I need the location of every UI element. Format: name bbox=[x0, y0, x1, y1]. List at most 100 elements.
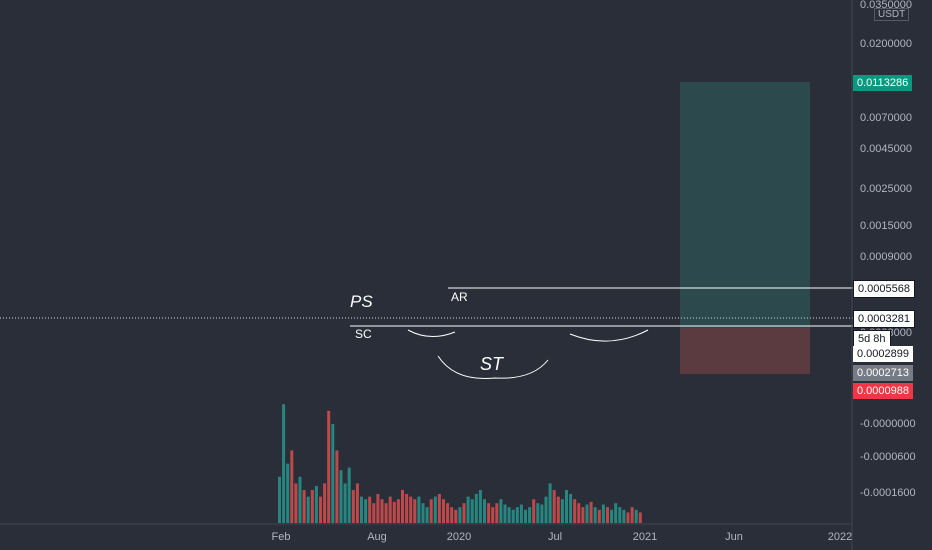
y-tick-2: 0.0070000 bbox=[860, 112, 912, 124]
volume-bar bbox=[413, 499, 417, 523]
volume-bar bbox=[528, 507, 532, 523]
volume-bar bbox=[392, 501, 396, 523]
volume-bars bbox=[278, 404, 642, 523]
volume-bar bbox=[286, 463, 290, 523]
volume-bar bbox=[433, 496, 437, 523]
st-curve bbox=[437, 355, 549, 380]
volume-bar bbox=[536, 503, 540, 523]
y-tick-9: -0.0000600 bbox=[860, 451, 916, 463]
entry-price-label: 0.0002713 bbox=[853, 365, 913, 381]
volume-bar bbox=[429, 499, 433, 523]
annotation-ps: PS bbox=[350, 292, 373, 311]
volume-bar bbox=[302, 490, 306, 523]
volume-bar bbox=[503, 504, 507, 523]
volume-bar bbox=[347, 467, 351, 523]
volume-bar bbox=[601, 504, 605, 523]
volume-bar bbox=[552, 490, 556, 523]
volume-bar bbox=[511, 509, 515, 523]
volume-bar bbox=[577, 503, 581, 523]
volume-bar bbox=[573, 499, 577, 523]
volume-bar bbox=[483, 499, 486, 523]
volume-bar bbox=[593, 507, 597, 523]
volume-bar bbox=[458, 507, 462, 523]
volume-bar bbox=[396, 499, 400, 523]
volume-bar bbox=[355, 483, 359, 523]
volume-bar bbox=[610, 509, 614, 523]
volume-bar bbox=[298, 476, 302, 523]
volume-bar bbox=[409, 496, 413, 523]
y-tick-10: -0.0001600 bbox=[860, 487, 916, 499]
x-tick-4: 2021 bbox=[633, 531, 657, 543]
volume-bar bbox=[331, 424, 335, 523]
volume-bar bbox=[581, 507, 585, 523]
volume-bar bbox=[634, 509, 638, 523]
annotation-ar: AR bbox=[451, 290, 468, 304]
x-tick-2: 2020 bbox=[447, 531, 471, 543]
x-tick-1: Aug bbox=[367, 531, 387, 543]
volume-bar bbox=[360, 496, 363, 523]
stop-price-label: 0.0000988 bbox=[853, 383, 913, 399]
x-tick-0: Feb bbox=[272, 531, 291, 543]
volume-bar bbox=[405, 493, 409, 523]
volume-bar bbox=[388, 496, 392, 523]
volume-bar bbox=[446, 503, 450, 523]
volume-bar bbox=[548, 483, 552, 523]
y-tick-4: 0.0025000 bbox=[860, 183, 912, 195]
volume-bar bbox=[462, 503, 466, 523]
volume-bar bbox=[519, 504, 523, 523]
target-price-label: 0.0113286 bbox=[853, 75, 913, 91]
volume-bar bbox=[294, 483, 298, 523]
volume-bar bbox=[466, 496, 470, 523]
upper-level-label: 0.0005568 bbox=[853, 280, 915, 298]
lower-level-label: 0.0002899 bbox=[853, 346, 913, 362]
volume-bar bbox=[569, 493, 573, 523]
y-tick-8: -0.0000000 bbox=[860, 418, 916, 430]
x-tick-6: 2022 bbox=[828, 531, 852, 543]
volume-bar bbox=[425, 507, 429, 523]
volume-bar bbox=[524, 509, 527, 523]
volume-bar bbox=[327, 410, 331, 523]
volume-bar bbox=[323, 483, 327, 523]
volume-bar bbox=[597, 509, 601, 523]
y-tick-0: 0.0350000 bbox=[860, 0, 912, 11]
volume-bar bbox=[491, 507, 495, 523]
volume-bar bbox=[638, 512, 642, 523]
annotation-sc: SC bbox=[355, 327, 372, 341]
y-tick-5: 0.0015000 bbox=[860, 220, 912, 232]
volume-bar bbox=[368, 496, 372, 523]
volume-bar bbox=[540, 504, 544, 523]
annotation-st: ST bbox=[480, 354, 505, 374]
volume-bar bbox=[495, 503, 499, 523]
volume-bar bbox=[310, 490, 314, 523]
volume-bar bbox=[339, 470, 343, 523]
last-price-label: 0.0003281 bbox=[853, 310, 915, 328]
x-tick-3: Jul bbox=[548, 531, 562, 543]
volume-bar bbox=[454, 509, 458, 523]
volume-bar bbox=[380, 499, 384, 523]
volume-bar bbox=[278, 476, 281, 523]
currency-badge[interactable]: USDT bbox=[874, 8, 910, 21]
volume-bar bbox=[474, 493, 478, 523]
volume-bar bbox=[618, 507, 622, 523]
spring-curve bbox=[569, 329, 649, 342]
y-tick-3: 0.0045000 bbox=[860, 143, 912, 155]
volume-bar bbox=[384, 503, 388, 523]
volume-bar bbox=[478, 490, 482, 523]
volume-bar bbox=[544, 496, 548, 523]
volume-bar bbox=[507, 507, 511, 523]
volume-bar bbox=[499, 499, 503, 523]
volume-bar bbox=[343, 483, 347, 523]
volume-bar bbox=[585, 504, 589, 523]
y-tick-1: 0.0200000 bbox=[860, 38, 912, 50]
volume-bar bbox=[606, 507, 609, 523]
volume-bar bbox=[306, 496, 310, 523]
volume-bar bbox=[589, 501, 593, 523]
volume-bar bbox=[282, 404, 286, 523]
volume-bar bbox=[532, 499, 536, 523]
x-axis-ticks: Feb Aug 2020 Jul 2021 Jun 2022 bbox=[272, 531, 853, 543]
volume-bar bbox=[470, 499, 474, 523]
stop-zone bbox=[680, 328, 810, 374]
volume-bar bbox=[314, 486, 318, 523]
volume-bar bbox=[417, 496, 421, 523]
